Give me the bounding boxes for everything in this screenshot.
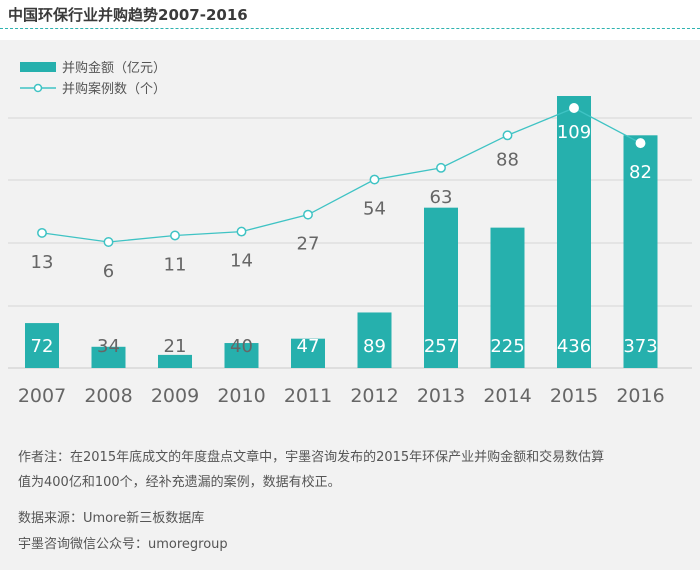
line-value-label: 54 (363, 199, 386, 220)
bar-value-label: 47 (297, 336, 320, 357)
bar (623, 135, 658, 368)
bar-value-label: 34 (97, 336, 120, 357)
line-point (303, 209, 313, 220)
bar-value-label: 89 (363, 336, 386, 357)
line-value-label: 13 (31, 252, 54, 273)
line-point (236, 226, 247, 237)
bar (557, 96, 591, 368)
x-tick-label: 2011 (284, 385, 332, 407)
bar (91, 346, 126, 368)
x-tick-label: 2009 (151, 385, 199, 407)
x-tick-label: 2010 (217, 385, 265, 407)
line-point (569, 103, 579, 113)
bar (25, 323, 59, 368)
author-note-line2: 值为400亿和100个，经补充遗漏的案例，数据有校正。 (18, 475, 341, 490)
bar-value-label: 373 (623, 336, 657, 357)
data-source: 数据来源：Umore新三板数据库 (18, 511, 205, 526)
line-point (502, 130, 513, 141)
author-note-line1: 作者注：在2015年底成文的年度盘点文章中，宇墨咨询发布的2015年环保产业并购… (18, 450, 605, 465)
legend-bar-label: 并购金额（亿元） (62, 60, 166, 76)
bar (224, 343, 259, 368)
line-value-label: 82 (629, 162, 652, 183)
x-tick-label: 2007 (18, 385, 66, 407)
x-tick-label: 2015 (550, 385, 598, 407)
line-point (170, 230, 180, 241)
x-tick-label: 2016 (616, 385, 664, 407)
legend-bar-swatch (20, 62, 56, 72)
line-value-label: 11 (164, 254, 187, 275)
bar-value-label: 225 (490, 336, 524, 357)
bar-value-label: 72 (31, 336, 54, 357)
bar (490, 227, 525, 368)
legend-line-marker (33, 83, 43, 93)
line-value-label: 14 (230, 251, 253, 272)
x-tick-label: 2008 (84, 385, 132, 407)
line-point (37, 227, 47, 238)
bar (291, 338, 325, 368)
line-point (635, 138, 646, 149)
bar (158, 354, 192, 368)
bar-value-label: 257 (424, 336, 458, 357)
line-value-label: 27 (297, 234, 320, 255)
bar-value-label: 21 (164, 336, 187, 357)
bar (424, 207, 458, 368)
legend-line-label: 并购案例数（个） (62, 81, 166, 97)
combo-chart: 并购金额（亿元） 并购案例数（个） 2007 72 2008 34 2009 21 2010 40… (8, 60, 692, 407)
chart-title: 中国环保行业并购趋势2007-2016 (8, 6, 248, 24)
line-series-path (41, 107, 641, 243)
x-tick-label: 2014 (483, 385, 531, 407)
line-point (103, 237, 114, 247)
x-tick-label: 2012 (350, 385, 398, 407)
line-point (369, 174, 380, 185)
x-tick-label: 2013 (417, 385, 465, 407)
bar-value-label: 436 (557, 336, 591, 357)
notes-panel: 作者注：在2015年底成文的年度盘点文章中，宇墨咨询发布的2015年环保产业并购… (0, 430, 700, 570)
bar (357, 312, 392, 368)
line-value-label: 88 (496, 149, 519, 170)
wechat-account: 宇墨咨询微信公众号：umoregroup (18, 537, 228, 552)
line-value-label: 6 (103, 261, 114, 282)
bar-value-label: 40 (230, 336, 253, 357)
title-divider (0, 28, 700, 29)
line-point (436, 162, 446, 173)
line-value-label: 63 (430, 187, 453, 208)
line-value-label: 109 (557, 122, 591, 143)
